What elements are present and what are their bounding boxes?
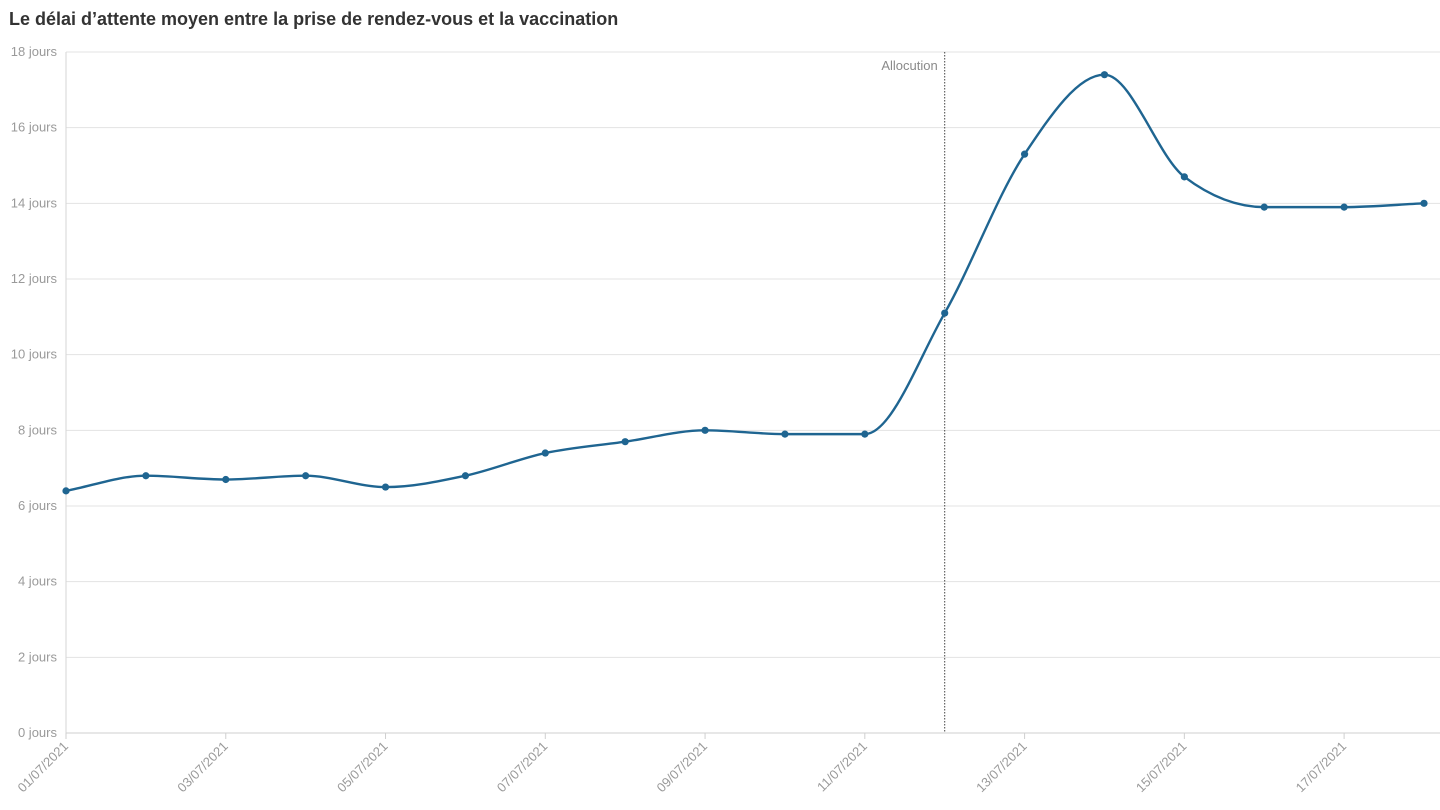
data-point[interactable]: [461, 472, 470, 480]
x-tick-label: 01/07/2021: [14, 739, 71, 796]
series-line: [65, 73, 1425, 493]
x-tick-label: 11/07/2021: [814, 739, 870, 795]
data-point[interactable]: [701, 426, 709, 434]
y-tick-label: 14 jours: [11, 195, 58, 210]
y-tick-label: 8 jours: [18, 422, 58, 437]
y-tick-label: 6 jours: [18, 498, 58, 513]
data-point[interactable]: [781, 430, 789, 438]
series: [62, 71, 1428, 495]
y-axis-tick-labels: 0 jours 2 jours 4 jours 6 jours 8 jours 10 jo…: [11, 44, 58, 740]
y-tick-label: 12 jours: [11, 271, 58, 286]
data-point[interactable]: [541, 449, 549, 457]
data-point[interactable]: [222, 475, 230, 484]
x-tick-label: 15/07/2021: [1133, 739, 1190, 796]
x-tick-label: 05/07/2021: [334, 739, 391, 796]
data-point[interactable]: [861, 430, 869, 438]
data-point[interactable]: [142, 472, 150, 480]
data-point[interactable]: [941, 309, 949, 317]
data-point[interactable]: [381, 483, 390, 491]
data-point[interactable]: [1340, 203, 1348, 211]
x-tick-label: 13/07/2021: [973, 739, 1030, 796]
x-tick-label: 09/07/2021: [654, 739, 711, 796]
grid-lines: [66, 51, 1440, 734]
y-tick-label: 18 jours: [11, 44, 58, 59]
chart-title: Le délai d’attente moyen entre la prise …: [9, 9, 619, 29]
x-tick-label: 03/07/2021: [174, 739, 231, 796]
x-tick-label: 07/07/2021: [494, 739, 551, 796]
annotations: Allocution: [881, 52, 946, 733]
x-axis-tick-labels: 01/07/2021 03/07/2021 05/07/2021 07/07/2021…: [14, 739, 1349, 796]
y-tick-label: 0 jours: [18, 725, 58, 740]
data-point[interactable]: [302, 472, 310, 480]
y-tick-label: 4 jours: [18, 574, 58, 589]
annotation-label: Allocution: [881, 58, 937, 73]
data-point[interactable]: [1420, 199, 1428, 207]
axes: [65, 52, 1440, 739]
x-tick-label: 17/07/2021: [1293, 739, 1350, 796]
data-point[interactable]: [621, 438, 629, 446]
data-point[interactable]: [62, 487, 70, 495]
data-point[interactable]: [1100, 71, 1109, 79]
y-tick-label: 16 jours: [11, 120, 58, 135]
data-point[interactable]: [1020, 150, 1029, 158]
y-tick-label: 2 jours: [18, 649, 58, 664]
y-tick-label: 10 jours: [11, 347, 58, 362]
data-point[interactable]: [1180, 173, 1188, 181]
data-point[interactable]: [1260, 203, 1268, 211]
